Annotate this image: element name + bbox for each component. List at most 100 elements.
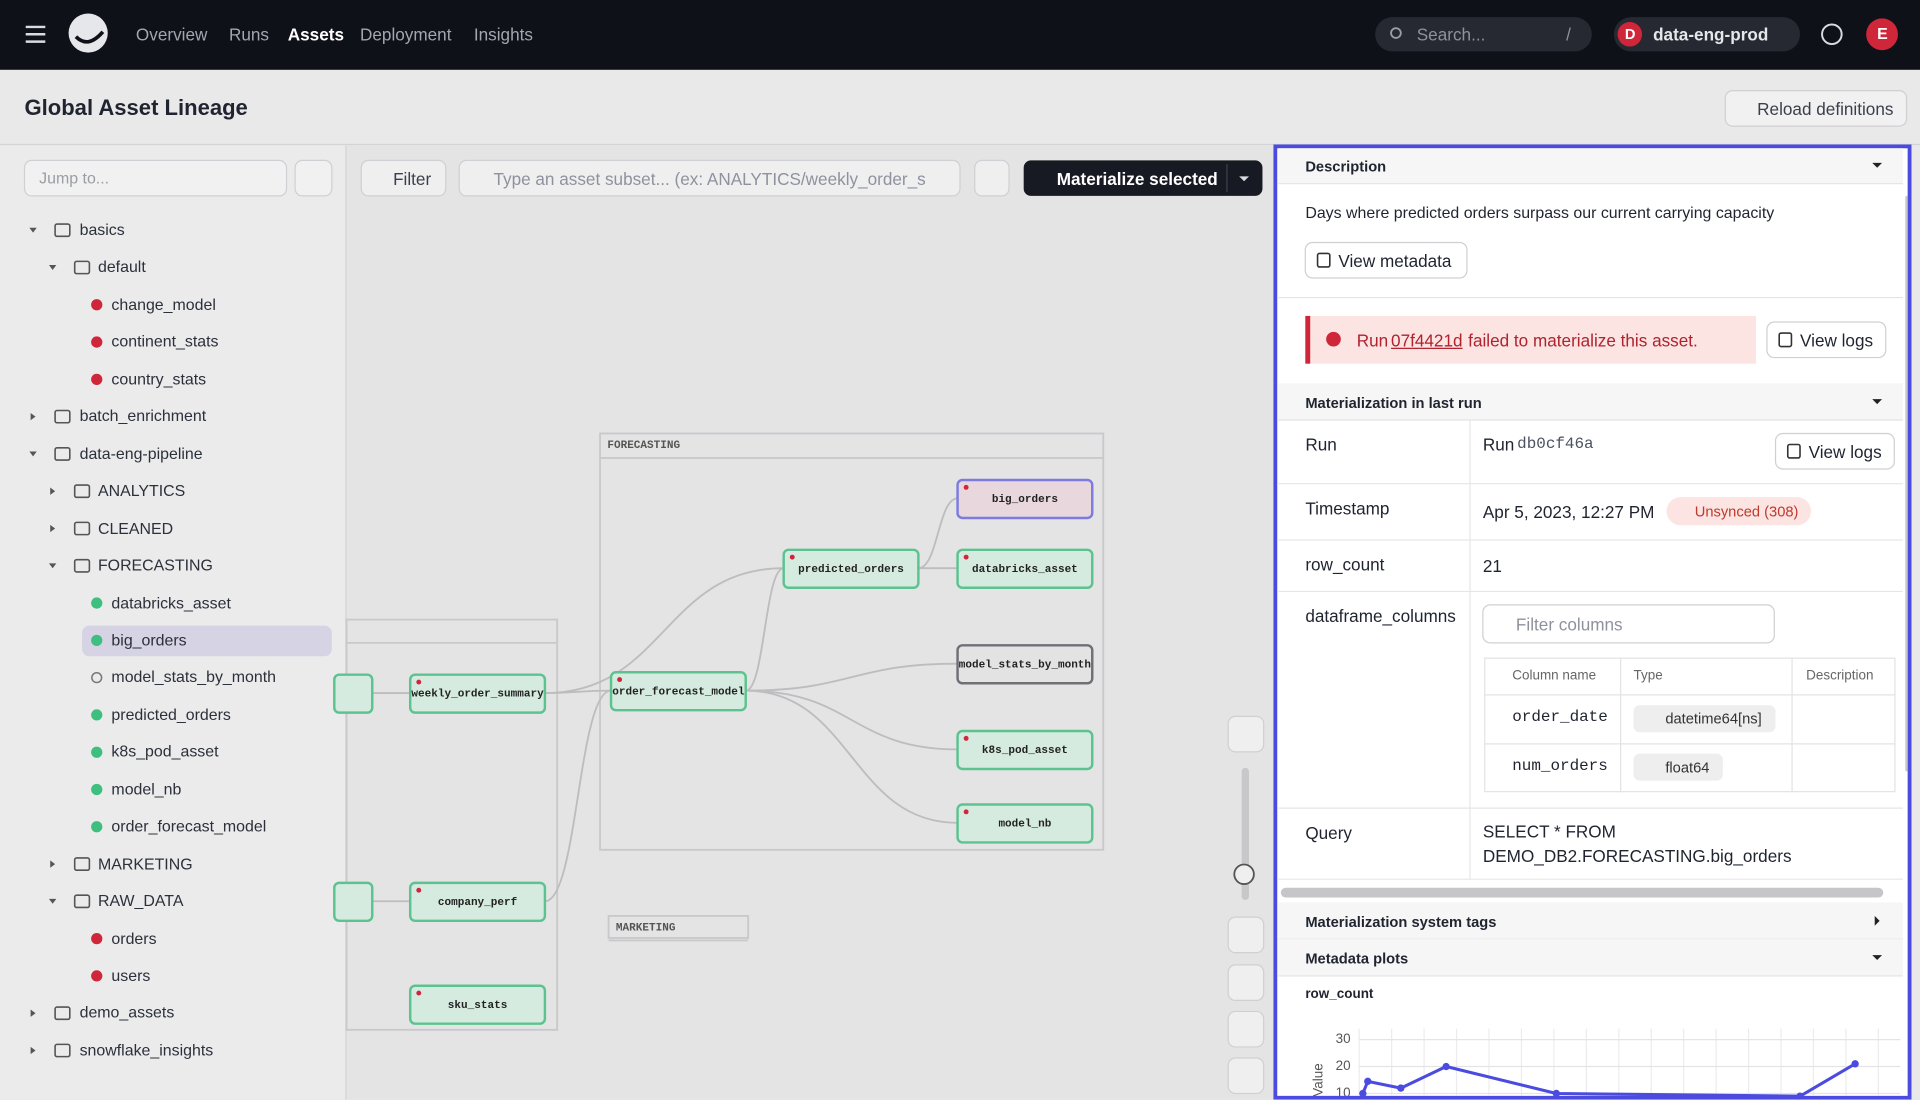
status-dot (92, 934, 102, 944)
column-type: float64 (1665, 756, 1709, 778)
tree-item[interactable]: k8s_pod_asset (111, 741, 218, 763)
tree-item[interactable]: basics (80, 219, 125, 241)
group-label: MARKETING (616, 917, 676, 939)
tree-item[interactable]: databricks_asset (111, 592, 230, 614)
status-dot (92, 337, 102, 347)
tree-item[interactable]: orders (111, 928, 156, 950)
refresh-button[interactable] (975, 160, 1009, 196)
error-prefix: Run (1357, 329, 1388, 351)
zoom-out[interactable] (1228, 917, 1264, 953)
table-header: Column name (1512, 665, 1596, 687)
nav-item[interactable]: Insights (474, 23, 533, 45)
error-view-logs-label[interactable]: View logs (1800, 329, 1873, 351)
sidebar (0, 146, 345, 1100)
node-label[interactable]: k8s_pod_asset (958, 740, 1093, 762)
tree-item[interactable]: change_model (111, 294, 215, 316)
tree-item[interactable]: users (111, 965, 150, 987)
status-dot (92, 635, 102, 645)
tree-item[interactable]: big_orders (111, 629, 186, 651)
tree-item[interactable]: FORECASTING (98, 555, 213, 577)
view-metadata-button-label[interactable]: View metadata (1338, 250, 1451, 272)
tree-item[interactable]: default (98, 256, 146, 278)
download[interactable] (1228, 1058, 1264, 1094)
tree-item[interactable]: batch_enrichment (80, 406, 207, 428)
tree-item[interactable]: country_stats (111, 368, 206, 390)
run-view-logs-label[interactable]: View logs (1809, 441, 1882, 463)
nav-item[interactable]: Runs (229, 23, 269, 45)
section-title[interactable]: Description (1305, 156, 1386, 178)
column-name: order_date (1512, 707, 1608, 729)
tree-item[interactable]: ANALYTICS (98, 480, 185, 502)
page-title: Global Asset Lineage (24, 97, 247, 119)
zoom-in[interactable] (1228, 716, 1264, 752)
plot-y-label: Value (1310, 1063, 1325, 1096)
query-line: DEMO_DB2.FORECASTING.big_orders (1483, 844, 1792, 866)
node-label[interactable]: predicted_orders (784, 558, 919, 580)
row-label: Timestamp (1305, 497, 1389, 519)
section-title[interactable]: Materialization in last run (1305, 392, 1481, 414)
node-label[interactable]: databricks_asset (958, 558, 1093, 580)
tree-item[interactable]: snowflake_insights (80, 1039, 214, 1061)
unsynced-badge-label: Unsynced (308) (1695, 501, 1799, 523)
plot-y-tick-label: 20 (1336, 1058, 1351, 1073)
filter-label[interactable]: Filter (393, 168, 431, 190)
nav-item[interactable]: Deployment (360, 23, 451, 45)
status-dot (92, 822, 102, 832)
group-label: FORECASTING (607, 435, 680, 457)
nav-item[interactable]: Assets (288, 23, 344, 45)
section-title[interactable]: Metadata plots (1305, 948, 1408, 970)
column-name: num_orders (1512, 755, 1608, 777)
node-label[interactable]: model_nb (958, 813, 1093, 835)
error-accent (1305, 316, 1310, 364)
reload-label[interactable]: Reload definitions (1757, 98, 1893, 120)
error-run-link[interactable]: 07f4421d (1391, 329, 1463, 351)
run-id[interactable]: db0cf46a (1517, 433, 1593, 455)
collapse-button[interactable] (295, 160, 332, 196)
node-label[interactable]: big_orders (958, 489, 1093, 511)
row-label: dataframe_columns (1305, 605, 1456, 627)
query-line: SELECT * FROM (1483, 820, 1616, 842)
collapse-all[interactable] (1228, 965, 1264, 1001)
plot-point (1397, 1084, 1404, 1091)
node-label[interactable]: model_stats_by_month (958, 654, 1093, 676)
status-dot (92, 374, 102, 384)
row-label: Query (1305, 822, 1352, 844)
node-label[interactable]: company_perf (410, 891, 545, 913)
query-placeholder: Type an asset subset... (ex: ANALYTICS/w… (493, 168, 928, 190)
tree-item[interactable]: continent_stats (111, 331, 218, 353)
layout-toggle[interactable] (1228, 1011, 1264, 1047)
tree-item[interactable]: RAW_DATA (98, 890, 184, 912)
plot-title: row_count (1305, 983, 1373, 1005)
partial-node (334, 675, 372, 713)
tree-item[interactable]: MARKETING (98, 853, 193, 875)
row-label: row_count (1305, 553, 1384, 575)
tree-item[interactable]: CLEANED (98, 517, 173, 539)
tree-item[interactable]: model_stats_by_month (111, 667, 276, 689)
nav-item[interactable]: Overview (136, 23, 207, 45)
status-dot (92, 300, 102, 310)
table-header: Description (1806, 665, 1873, 687)
node-label[interactable]: weekly_order_summary (410, 683, 545, 705)
jump-placeholder: Jump to... (39, 168, 109, 190)
tree-item[interactable]: order_forecast_model (111, 816, 266, 838)
plot-point (1364, 1078, 1371, 1085)
status-dot (92, 971, 102, 981)
tree-item[interactable]: model_nb (111, 778, 181, 800)
run-prefix: Run (1483, 433, 1514, 455)
materialize-label[interactable]: Materialize selected (1057, 168, 1218, 190)
node-label[interactable]: sku_stats (410, 994, 545, 1016)
tree-item[interactable]: demo_assets (80, 1002, 175, 1024)
filter-columns-placeholder: Filter columns (1516, 613, 1623, 635)
error-message: failed to materialize this asset. (1468, 329, 1698, 351)
section-title[interactable]: Materialization system tags (1305, 911, 1496, 933)
tree-item[interactable]: predicted_orders (111, 704, 230, 726)
zoom-handle[interactable] (1234, 864, 1254, 884)
row-label: Run (1305, 433, 1336, 455)
node-label[interactable]: order_forecast_model (611, 681, 746, 703)
status-dot (92, 598, 102, 608)
tree-item[interactable]: data-eng-pipeline (80, 443, 203, 465)
plot-point (1442, 1063, 1449, 1070)
